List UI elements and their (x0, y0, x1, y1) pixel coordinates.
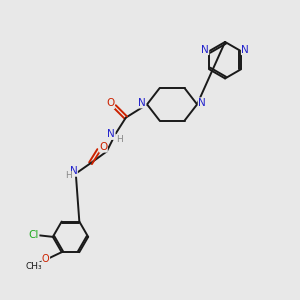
Text: N: N (198, 98, 206, 108)
Text: H: H (65, 171, 72, 180)
Text: O: O (99, 142, 107, 152)
Text: Cl: Cl (28, 230, 39, 239)
Text: CH₃: CH₃ (26, 262, 42, 272)
Text: O: O (42, 254, 50, 264)
Text: N: N (70, 166, 77, 176)
Text: N: N (138, 98, 146, 108)
Text: N: N (107, 129, 115, 140)
Text: H: H (116, 135, 122, 144)
Text: O: O (106, 98, 114, 109)
Text: N: N (242, 45, 249, 55)
Text: N: N (201, 45, 209, 55)
